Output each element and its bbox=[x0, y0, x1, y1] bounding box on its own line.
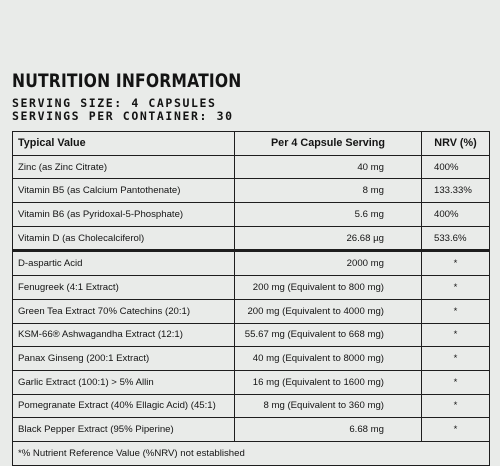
ingredient-amount: 40 mg (Equivalent to 8000 mg) bbox=[234, 346, 422, 371]
ingredient-amount: 55.67 mg (Equivalent to 668 mg) bbox=[234, 322, 422, 348]
nutrient-name: Zinc (as Zinc Citrate) bbox=[12, 154, 235, 180]
nutrition-table: Typical Value Per 4 Capsule Serving NRV … bbox=[12, 131, 490, 466]
nutrient-name: Vitamin D (as Cholecalciferol) bbox=[12, 225, 235, 252]
ingredient-amount: 16 mg (Equivalent to 1600 mg) bbox=[234, 369, 422, 395]
nutrient-amount: 5.6 mg bbox=[234, 202, 422, 227]
ingredient-nrv: * bbox=[421, 249, 490, 277]
ingredient-name: D-aspartic Acid bbox=[12, 249, 235, 277]
ingredient-name: Black Pepper Extract (95% Piperine) bbox=[12, 417, 235, 442]
header-per-serving: Per 4 Capsule Serving bbox=[234, 131, 422, 156]
table-row: Garlic Extract (100:1) > 5% Allin 16 mg … bbox=[12, 369, 490, 395]
ingredient-nrv: * bbox=[421, 369, 490, 395]
nutrient-nrv: 400% bbox=[421, 202, 490, 227]
table-row: D-aspartic Acid 2000 mg * bbox=[12, 249, 490, 277]
ingredient-name: Fenugreek (4:1 Extract) bbox=[12, 275, 235, 300]
table-row: Vitamin D (as Cholecalciferol) 26.68 µg … bbox=[12, 225, 490, 252]
nutrition-title: NUTRITION INFORMATION bbox=[12, 70, 242, 92]
ingredient-nrv: * bbox=[421, 393, 490, 419]
ingredient-name: Panax Ginseng (200:1 Extract) bbox=[12, 346, 235, 371]
ingredient-amount: 2000 mg bbox=[234, 249, 422, 277]
ingredient-name: KSM-66® Ashwagandha Extract (12:1) bbox=[12, 322, 235, 348]
table-header-row: Typical Value Per 4 Capsule Serving NRV … bbox=[12, 131, 490, 156]
nutrient-amount: 40 mg bbox=[234, 154, 422, 180]
table-row: Green Tea Extract 70% Catechins (20:1) 2… bbox=[12, 298, 490, 324]
header-nrv: NRV (%) bbox=[421, 131, 490, 156]
nutrient-nrv: 533.6% bbox=[421, 225, 490, 252]
ingredient-amount: 200 mg (Equivalent to 4000 mg) bbox=[234, 298, 422, 324]
nutrient-amount: 8 mg bbox=[234, 178, 422, 204]
table-row: Black Pepper Extract (95% Piperine) 6.68… bbox=[12, 417, 490, 442]
ingredient-nrv: * bbox=[421, 346, 490, 371]
ingredient-amount: 200 mg (Equivalent to 800 mg) bbox=[234, 275, 422, 300]
ingredient-nrv: * bbox=[421, 322, 490, 348]
nutrient-nrv: 133.33% bbox=[421, 178, 490, 204]
ingredient-nrv: * bbox=[421, 275, 490, 300]
nutrient-nrv: 400% bbox=[421, 154, 490, 180]
table-row: Vitamin B5 (as Calcium Pantothenate) 8 m… bbox=[12, 178, 490, 204]
table-row: Vitamin B6 (as Pyridoxal-5-Phosphate) 5.… bbox=[12, 202, 490, 227]
ingredient-nrv: * bbox=[421, 417, 490, 442]
table-row: Pomegranate Extract (40% Ellagic Acid) (… bbox=[12, 393, 490, 419]
nutrient-name: Vitamin B6 (as Pyridoxal-5-Phosphate) bbox=[12, 202, 235, 227]
table-footnote-row: *% Nutrient Reference Value (%NRV) not e… bbox=[12, 440, 490, 466]
nutrient-amount: 26.68 µg bbox=[234, 225, 422, 252]
ingredient-amount: 6.68 mg bbox=[234, 417, 422, 442]
ingredient-name: Pomegranate Extract (40% Ellagic Acid) (… bbox=[12, 393, 235, 419]
ingredient-name: Garlic Extract (100:1) > 5% Allin bbox=[12, 369, 235, 395]
table-row: Zinc (as Zinc Citrate) 40 mg 400% bbox=[12, 154, 490, 180]
table-row: KSM-66® Ashwagandha Extract (12:1) 55.67… bbox=[12, 322, 490, 348]
ingredient-amount: 8 mg (Equivalent to 360 mg) bbox=[234, 393, 422, 419]
header-typical-value: Typical Value bbox=[12, 131, 235, 156]
servings-per-container: SERVINGS PER CONTAINER: 30 bbox=[12, 109, 234, 123]
nrv-footnote: *% Nutrient Reference Value (%NRV) not e… bbox=[12, 440, 490, 466]
serving-size: SERVING SIZE: 4 CAPSULES bbox=[12, 96, 217, 110]
ingredient-nrv: * bbox=[421, 298, 490, 324]
nutrient-name: Vitamin B5 (as Calcium Pantothenate) bbox=[12, 178, 235, 204]
table-row: Panax Ginseng (200:1 Extract) 40 mg (Equ… bbox=[12, 346, 490, 371]
table-row: Fenugreek (4:1 Extract) 200 mg (Equivale… bbox=[12, 275, 490, 300]
ingredient-name: Green Tea Extract 70% Catechins (20:1) bbox=[12, 298, 235, 324]
